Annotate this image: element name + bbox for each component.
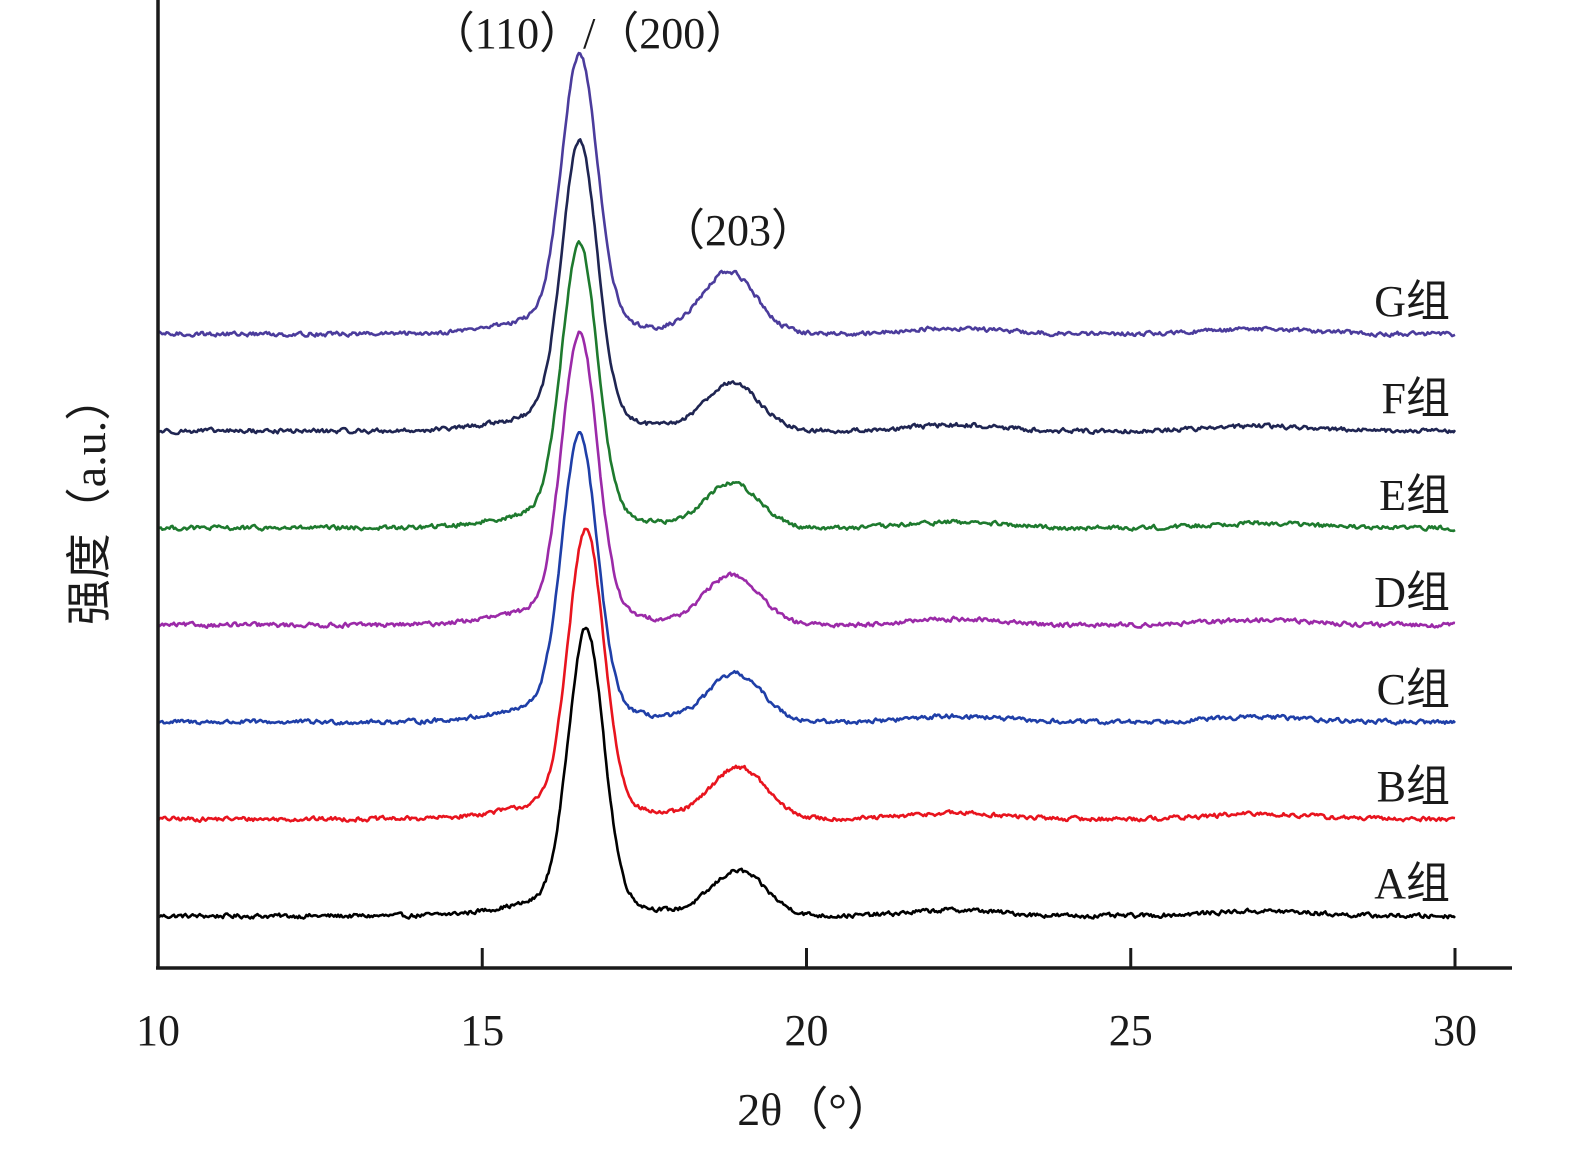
peak-label-110-200: （110）/（200） bbox=[431, 9, 750, 58]
series-line-E组 bbox=[157, 240, 1456, 533]
series-label: F组 bbox=[1382, 374, 1450, 423]
series-line-F组 bbox=[157, 138, 1457, 436]
y-axis-title: 强度（a.u.） bbox=[64, 375, 115, 625]
series-label: B组 bbox=[1377, 762, 1450, 811]
series-line-D组 bbox=[156, 330, 1456, 629]
series-line-G组 bbox=[157, 51, 1456, 338]
x-tick-label: 25 bbox=[1109, 1006, 1153, 1055]
series-line-A组 bbox=[157, 626, 1456, 920]
series-label: G组 bbox=[1374, 277, 1450, 326]
series-line-C组 bbox=[157, 431, 1456, 726]
x-tick-label: 10 bbox=[136, 1006, 180, 1055]
series-line-B组 bbox=[156, 527, 1456, 824]
series-label: D组 bbox=[1374, 568, 1450, 617]
series-group bbox=[156, 51, 1457, 920]
series-label: A组 bbox=[1374, 859, 1450, 908]
series-label: C组 bbox=[1377, 665, 1450, 714]
peak-label-203: （203） bbox=[661, 206, 815, 255]
series-label-group: A组 B组 C组 D组 E组 F组 G组 bbox=[1374, 277, 1450, 908]
x-axis-title: 2θ（°） bbox=[737, 1084, 892, 1135]
x-tick-label: 30 bbox=[1433, 1006, 1477, 1055]
x-tick-group: 10 15 20 25 30 bbox=[136, 948, 1477, 1055]
x-tick-label: 15 bbox=[460, 1006, 504, 1055]
x-tick-label: 20 bbox=[785, 1006, 829, 1055]
series-label: E组 bbox=[1379, 471, 1450, 520]
